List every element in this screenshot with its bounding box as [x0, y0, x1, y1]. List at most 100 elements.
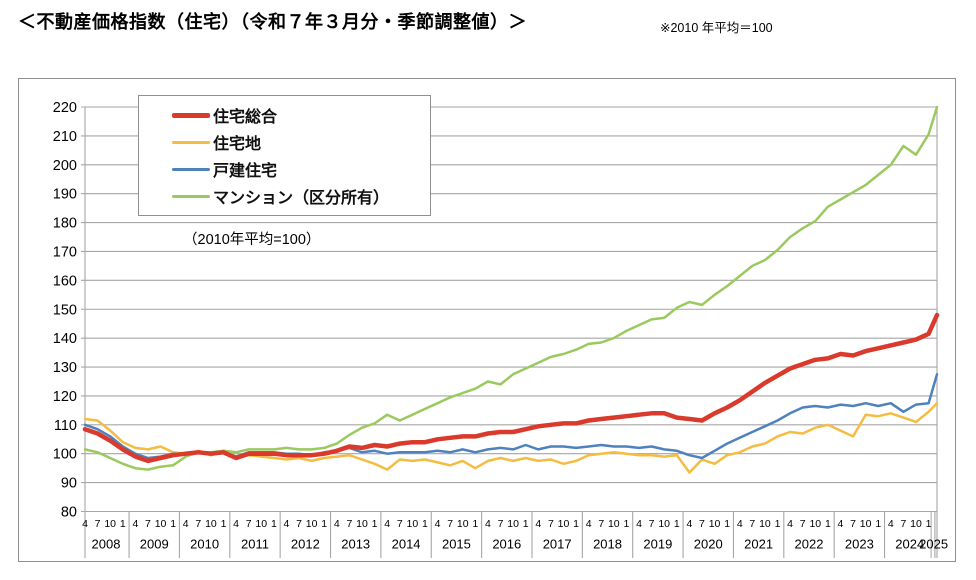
x-year-label: 2016	[492, 537, 521, 552]
y-tick-label: 90	[61, 476, 77, 492]
x-quarter-label: 4	[636, 518, 642, 530]
x-quarter-label: 1	[724, 518, 730, 530]
x-quarter-label: 10	[860, 518, 872, 530]
x-year-label: 2024	[895, 537, 924, 552]
x-quarter-label: 1	[875, 518, 881, 530]
x-quarter-label: 7	[649, 518, 655, 530]
x-quarter-label: 1	[120, 518, 126, 530]
x-quarter-label: 4	[686, 518, 692, 530]
legend-line-sample-orange	[172, 140, 210, 144]
x-quarter-label: 7	[800, 518, 806, 530]
x-quarter-label: 4	[334, 518, 340, 530]
x-quarter-label: 4	[435, 518, 441, 530]
x-quarter-label: 4	[82, 518, 88, 530]
x-year-label: 2014	[392, 537, 421, 552]
x-year-label: 2009	[140, 537, 169, 552]
x-quarter-label: 7	[699, 518, 705, 530]
legend-item-jutaku-sogo: 住宅総合	[139, 103, 430, 127]
x-quarter-label: 10	[255, 518, 267, 530]
page-title: ＜不動産価格指数（住宅）（令和７年３月分・季節調整値）＞	[18, 12, 527, 32]
x-quarter-label: 4	[132, 518, 138, 530]
x-quarter-label: 10	[809, 518, 821, 530]
x-quarter-label: 7	[598, 518, 604, 530]
x-year-label: 2015	[442, 537, 471, 552]
y-tick-label: 220	[53, 100, 77, 116]
legend-line-sample-red	[172, 112, 210, 118]
x-quarter-label: 7	[346, 518, 352, 530]
x-quarter-label: 4	[586, 518, 592, 530]
x-quarter-label: 1	[775, 518, 781, 530]
x-quarter-label: 7	[749, 518, 755, 530]
legend-label: 住宅地	[213, 136, 262, 153]
x-quarter-label: 7	[397, 518, 403, 530]
x-quarter-label: 10	[306, 518, 318, 530]
x-quarter-label: 10	[910, 518, 922, 530]
legend-label: 住宅総合	[213, 109, 278, 126]
x-year-label: 2021	[744, 537, 773, 552]
x-quarter-label: 10	[205, 518, 217, 530]
x-quarter-label: 10	[104, 518, 116, 530]
x-quarter-label: 10	[356, 518, 368, 530]
legend-item-kodate-jutaku: 戸建住宅	[139, 157, 430, 181]
x-quarter-label: 1	[271, 518, 277, 530]
y-tick-label: 160	[53, 273, 77, 289]
x-quarter-label: 7	[95, 518, 101, 530]
x-quarter-label: 7	[498, 518, 504, 530]
series-line-kodate-jutaku	[83, 373, 939, 460]
x-quarter-label: 1	[825, 518, 831, 530]
x-year-label: 2018	[593, 537, 622, 552]
x-quarter-label: 10	[507, 518, 519, 530]
x-quarter-label: 1	[422, 518, 428, 530]
x-quarter-label: 1	[623, 518, 629, 530]
page-note: ※2010 年平均＝100	[660, 21, 773, 35]
x-year-label: 2013	[341, 537, 370, 552]
y-tick-label: 130	[53, 360, 77, 376]
legend-label: 戸建住宅	[213, 163, 278, 180]
x-quarter-label: 7	[850, 518, 856, 530]
x-year-label: 2019	[643, 537, 672, 552]
y-tick-label: 200	[53, 158, 77, 174]
x-quarter-label: 10	[709, 518, 721, 530]
x-year-label: 2023	[845, 537, 874, 552]
x-quarter-label: 10	[457, 518, 469, 530]
y-tick-label: 110	[54, 418, 77, 434]
x-quarter-label: 1	[321, 518, 327, 530]
x-quarter-label: 4	[535, 518, 541, 530]
x-quarter-label: 4	[384, 518, 390, 530]
y-tick-label: 120	[53, 389, 77, 405]
x-quarter-label: 4	[838, 518, 844, 530]
x-quarter-label: 10	[155, 518, 167, 530]
x-quarter-label: 10	[658, 518, 670, 530]
x-quarter-label: 1	[523, 518, 529, 530]
x-quarter-label: 1	[221, 518, 227, 530]
x-quarter-label: 1	[926, 518, 932, 530]
y-tick-label: 170	[53, 244, 77, 260]
x-quarter-label: 1	[674, 518, 680, 530]
x-quarter-label: 4	[485, 518, 491, 530]
y-tick-label: 210	[53, 129, 77, 145]
x-quarter-label: 1	[573, 518, 579, 530]
x-quarter-label: 4	[737, 518, 743, 530]
x-quarter-label: 10	[407, 518, 419, 530]
x-quarter-label: 4	[233, 518, 239, 530]
legend-label: マンション（区分所有）	[213, 190, 390, 207]
series-line-jutakuchi	[83, 401, 939, 474]
x-quarter-label: 7	[447, 518, 453, 530]
y-tick-label: 100	[53, 447, 77, 463]
x-quarter-label: 4	[284, 518, 290, 530]
y-tick-label: 150	[53, 302, 77, 318]
x-quarter-label: 10	[558, 518, 570, 530]
y-tick-label: 180	[53, 216, 77, 232]
x-year-label: 2017	[543, 537, 572, 552]
series-line-mansion	[83, 105, 939, 471]
chart-base-note: （2010年平均=100）	[183, 232, 321, 248]
x-year-label: 2022	[795, 537, 824, 552]
legend-line-sample-green	[172, 194, 210, 198]
x-quarter-label: 7	[145, 518, 151, 530]
legend-item-mansion: マンション（区分所有）	[139, 184, 430, 208]
y-tick-label: 190	[53, 187, 77, 203]
x-quarter-label: 7	[548, 518, 554, 530]
x-year-label: 2020	[694, 537, 723, 552]
